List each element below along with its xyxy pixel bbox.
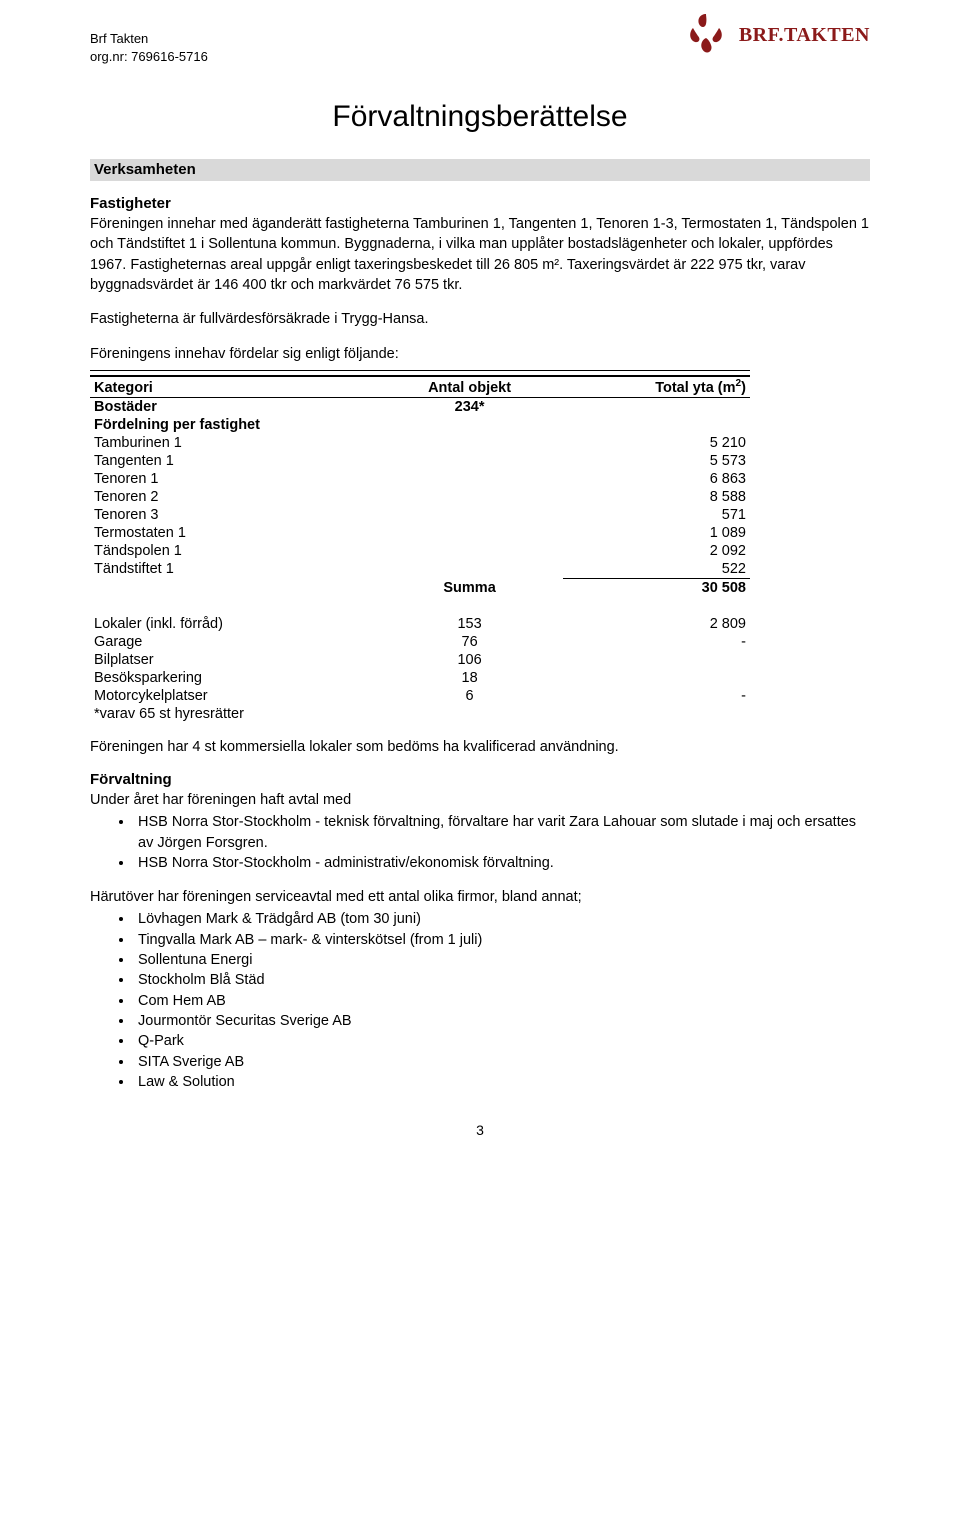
list-item: Law & Solution: [134, 1072, 870, 1092]
row-count: 153: [376, 615, 563, 633]
brand-logo: BRF.TAKTEN: [681, 10, 870, 60]
list-item: Q-Park: [134, 1031, 870, 1051]
table-row: Tenoren 2 8 588: [90, 488, 750, 506]
org-number: org.nr: 769616-5716: [90, 49, 208, 64]
table-row: Besöksparkering 18: [90, 669, 750, 687]
forvaltning-intro-2: Härutöver har föreningen serviceavtal me…: [90, 887, 870, 907]
fordelning-row: Fördelning per fastighet: [90, 416, 750, 434]
row-label: Tenoren 3: [90, 506, 376, 524]
row-value: -: [563, 633, 750, 651]
row-value: 2 809: [563, 615, 750, 633]
row-label: Bilplatser: [90, 651, 376, 669]
row-label: Tangenten 1: [90, 452, 376, 470]
row-label: Besöksparkering: [90, 669, 376, 687]
row-count: 106: [376, 651, 563, 669]
list-item: SITA Sverige AB: [134, 1052, 870, 1072]
table-row: Termostaten 1 1 089: [90, 524, 750, 542]
row-value: 8 588: [563, 488, 750, 506]
table-header-row: Kategori Antal objekt Total yta (m2): [90, 376, 750, 397]
list-item: Sollentuna Energi: [134, 950, 870, 970]
fordelning-label: Fördelning per fastighet: [90, 416, 750, 434]
list-item: HSB Norra Stor-Stockholm - teknisk förva…: [134, 812, 870, 853]
row-value: 2 092: [563, 542, 750, 560]
table-row: Tamburinen 1 5 210: [90, 434, 750, 452]
list-item: Com Hem AB: [134, 991, 870, 1011]
row-value: -: [563, 687, 750, 705]
row-label: Termostaten 1: [90, 524, 376, 542]
col-antal: Antal objekt: [376, 376, 563, 397]
row-value: [563, 669, 750, 687]
bostader-label: Bostäder: [90, 397, 376, 416]
bostader-count: 234*: [376, 397, 563, 416]
row-label: Tändspolen 1: [90, 542, 376, 560]
list-item: Tingvalla Mark AB – mark- & vinterskötse…: [134, 930, 870, 950]
summa-row: Summa 30 508: [90, 578, 750, 597]
list-item: Jourmontör Securitas Sverige AB: [134, 1011, 870, 1031]
row-label: Tändstiftet 1: [90, 560, 376, 579]
col-yta-prefix: Total yta (m: [655, 380, 735, 396]
leaf-icon: [681, 10, 731, 60]
table-row: Bilplatser 106: [90, 651, 750, 669]
table-footnote-row: *varav 65 st hyresrätter: [90, 705, 750, 723]
org-name: Brf Takten: [90, 31, 148, 46]
row-label: Tenoren 2: [90, 488, 376, 506]
row-value: [563, 651, 750, 669]
row-label: Lokaler (inkl. förråd): [90, 615, 376, 633]
logo-text: BRF.TAKTEN: [739, 24, 870, 47]
col-yta: Total yta (m2): [563, 376, 750, 397]
bostader-row: Bostäder 234*: [90, 397, 750, 416]
row-value: 5 573: [563, 452, 750, 470]
table-row: Tenoren 3 571: [90, 506, 750, 524]
list-item: HSB Norra Stor-Stockholm - administrativ…: [134, 853, 870, 873]
fastigheter-paragraph-2: Fastigheterna är fullvärdesförsäkrade i …: [90, 309, 870, 329]
row-label: Motorcykelplatser: [90, 687, 376, 705]
row-count: 18: [376, 669, 563, 687]
row-value: 522: [563, 560, 750, 579]
row-count: 6: [376, 687, 563, 705]
property-table: Kategori Antal objekt Total yta (m2) Bos…: [90, 375, 750, 723]
table-row: Motorcykelplatser 6 -: [90, 687, 750, 705]
list-item: Lövhagen Mark & Trädgård AB (tom 30 juni…: [134, 909, 870, 929]
table-top-rule: [90, 370, 750, 371]
row-value: 1 089: [563, 524, 750, 542]
subheading-forvaltning: Förvaltning: [90, 771, 870, 788]
col-yta-suffix: ): [741, 380, 746, 396]
page-number: 3: [90, 1122, 870, 1138]
page-title: Förvaltningsberättelse: [90, 100, 870, 134]
row-label: Tenoren 1: [90, 470, 376, 488]
table-row: Tändspolen 1 2 092: [90, 542, 750, 560]
row-label: Garage: [90, 633, 376, 651]
row-count: 76: [376, 633, 563, 651]
col-kategori: Kategori: [90, 376, 376, 397]
table-row: Lokaler (inkl. förråd) 153 2 809: [90, 615, 750, 633]
row-label: Tamburinen 1: [90, 434, 376, 452]
row-value: 5 210: [563, 434, 750, 452]
subheading-fastigheter: Fastigheter: [90, 195, 870, 212]
forvaltning-list-2: Lövhagen Mark & Trädgård AB (tom 30 juni…: [90, 909, 870, 1092]
row-value: 571: [563, 506, 750, 524]
summa-label: Summa: [376, 578, 563, 597]
list-item: Stockholm Blå Städ: [134, 970, 870, 990]
forvaltning-list-1: HSB Norra Stor-Stockholm - teknisk förva…: [90, 812, 870, 873]
after-table-paragraph: Föreningen har 4 st kommersiella lokaler…: [90, 737, 870, 757]
section-heading-verksamheten: Verksamheten: [90, 159, 870, 181]
row-value: 6 863: [563, 470, 750, 488]
table-row: Garage 76 -: [90, 633, 750, 651]
table-row: Tangenten 1 5 573: [90, 452, 750, 470]
table-footnote: *varav 65 st hyresrätter: [90, 705, 750, 723]
fastigheter-paragraph-1: Föreningen innehar med äganderätt fastig…: [90, 214, 870, 295]
fastigheter-paragraph-3: Föreningens innehav fördelar sig enligt …: [90, 344, 870, 364]
table-row: Tenoren 1 6 863: [90, 470, 750, 488]
table-row: Tändstiftet 1 522: [90, 560, 750, 579]
summa-value: 30 508: [563, 578, 750, 597]
forvaltning-intro: Under året har föreningen haft avtal med: [90, 790, 870, 810]
